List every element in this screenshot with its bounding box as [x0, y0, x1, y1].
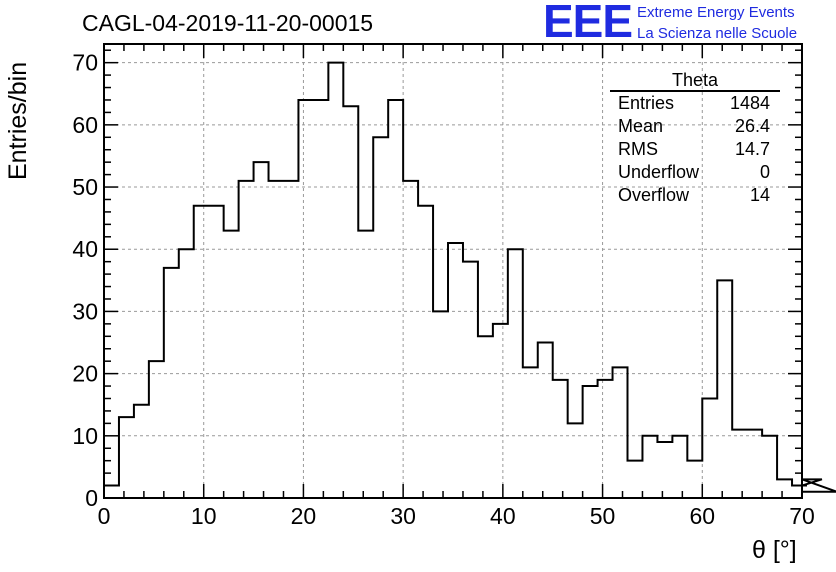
- stats-value: 1484: [729, 93, 770, 113]
- histogram-bin: [164, 268, 179, 498]
- histogram-bin: [583, 386, 598, 498]
- histogram-bin: [328, 63, 343, 498]
- histogram-bin: [104, 486, 119, 498]
- y-tick-label: 70: [72, 50, 98, 76]
- x-tick-label: 0: [98, 503, 111, 529]
- y-tick-label: 0: [85, 485, 98, 511]
- histogram-bin: [702, 398, 717, 498]
- histogram-bin: [523, 367, 538, 498]
- tick-labels: 0 10 20 30 40 50 60 70 0 10 20 30 40 50 60 70: [72, 50, 814, 529]
- y-tick-label: 10: [72, 423, 98, 449]
- stats-row-mean: Mean 26.4: [610, 115, 780, 138]
- stats-row-entries: Entries 1484: [610, 92, 780, 115]
- histogram-bin: [657, 442, 672, 498]
- histogram-bin: [283, 181, 298, 498]
- stats-title: Theta: [610, 70, 780, 92]
- histogram-bin: [358, 231, 373, 498]
- histogram-bin: [672, 436, 687, 498]
- stats-value: 14: [749, 185, 770, 205]
- histogram-bin: [762, 436, 777, 498]
- histogram-bin: [463, 262, 478, 498]
- eee-logo: EEE: [543, 0, 633, 47]
- histogram-bin: [553, 380, 568, 498]
- histogram-bin: [209, 206, 224, 498]
- histogram-bin: [717, 280, 732, 498]
- histogram-bin: [343, 106, 358, 498]
- y-tick-label: 40: [72, 236, 98, 262]
- tick-marks: [103, 44, 803, 499]
- histogram-bin: [792, 486, 802, 498]
- stats-value: 26.4: [734, 116, 770, 136]
- stats-row-overflow: Overflow 14: [610, 184, 780, 207]
- stats-label: Overflow: [618, 185, 690, 205]
- histogram-bin: [239, 181, 254, 498]
- histogram-bin: [538, 343, 553, 498]
- histogram-bin: [269, 181, 284, 498]
- x-tick-label: 50: [590, 503, 616, 529]
- y-tick-label: 50: [72, 174, 98, 200]
- x-tick-label: 40: [490, 503, 516, 529]
- histogram-bin: [568, 423, 583, 498]
- stats-value: 14.7: [734, 139, 770, 159]
- x-tick-label: 10: [191, 503, 217, 529]
- stats-label: Mean: [618, 116, 664, 136]
- histogram-bin: [747, 430, 762, 498]
- histogram-bin: [224, 231, 239, 498]
- histogram-bin: [179, 249, 194, 498]
- histogram-bin: [478, 336, 493, 498]
- stats-label: Underflow: [618, 162, 700, 182]
- histogram-bin: [403, 181, 418, 498]
- logo-line-2: La Scienza nelle Scuole: [637, 25, 798, 42]
- histogram-outline: [103, 61, 836, 498]
- histogram-bin: [642, 436, 657, 498]
- histogram-bin: [254, 162, 269, 498]
- histogram-bin: [493, 324, 508, 498]
- histogram-bin: [313, 100, 328, 498]
- histogram-bin: [134, 405, 149, 498]
- histogram-bin: [732, 430, 747, 498]
- histogram-bin: [613, 367, 628, 498]
- stats-row-rms: RMS 14.7: [610, 138, 780, 161]
- axes: [103, 43, 803, 499]
- histogram-bin: [388, 100, 403, 498]
- histogram-bin: [448, 243, 463, 498]
- y-axis-label: Entries/bin: [4, 61, 32, 180]
- histogram-bin: [777, 479, 792, 498]
- stats-label: Entries: [618, 93, 675, 113]
- y-tick-label: 20: [72, 361, 98, 387]
- stats-label: RMS: [618, 139, 658, 159]
- histogram-bin: [598, 380, 613, 498]
- stats-row-underflow: Underflow 0: [610, 161, 780, 184]
- plot-title: CAGL-04-2019-11-20-00015: [82, 10, 374, 36]
- x-tick-label: 70: [789, 503, 815, 529]
- x-tick-label: 20: [291, 503, 317, 529]
- y-tick-label: 30: [72, 298, 98, 324]
- x-tick-label: 30: [390, 503, 416, 529]
- histogram-bin: [149, 361, 164, 498]
- stats-box: Theta Entries 1484 Mean 26.4 RMS 14.7 Un…: [610, 70, 780, 207]
- histogram-bin: [373, 137, 388, 498]
- y-tick-label: 60: [72, 112, 98, 138]
- histogram-bin: [119, 417, 134, 498]
- x-tick-label: 60: [689, 503, 715, 529]
- plot-frame: [103, 43, 803, 499]
- logo-line-1: Extreme Energy Events: [637, 4, 795, 21]
- histogram-bin: [687, 461, 702, 498]
- histogram-bin: [628, 461, 643, 498]
- histogram-bin: [433, 311, 448, 498]
- histogram-bin: [298, 100, 313, 498]
- x-axis-label: θ [°]: [752, 536, 797, 564]
- histogram-series: [103, 61, 836, 498]
- stats-value: 0: [759, 162, 770, 182]
